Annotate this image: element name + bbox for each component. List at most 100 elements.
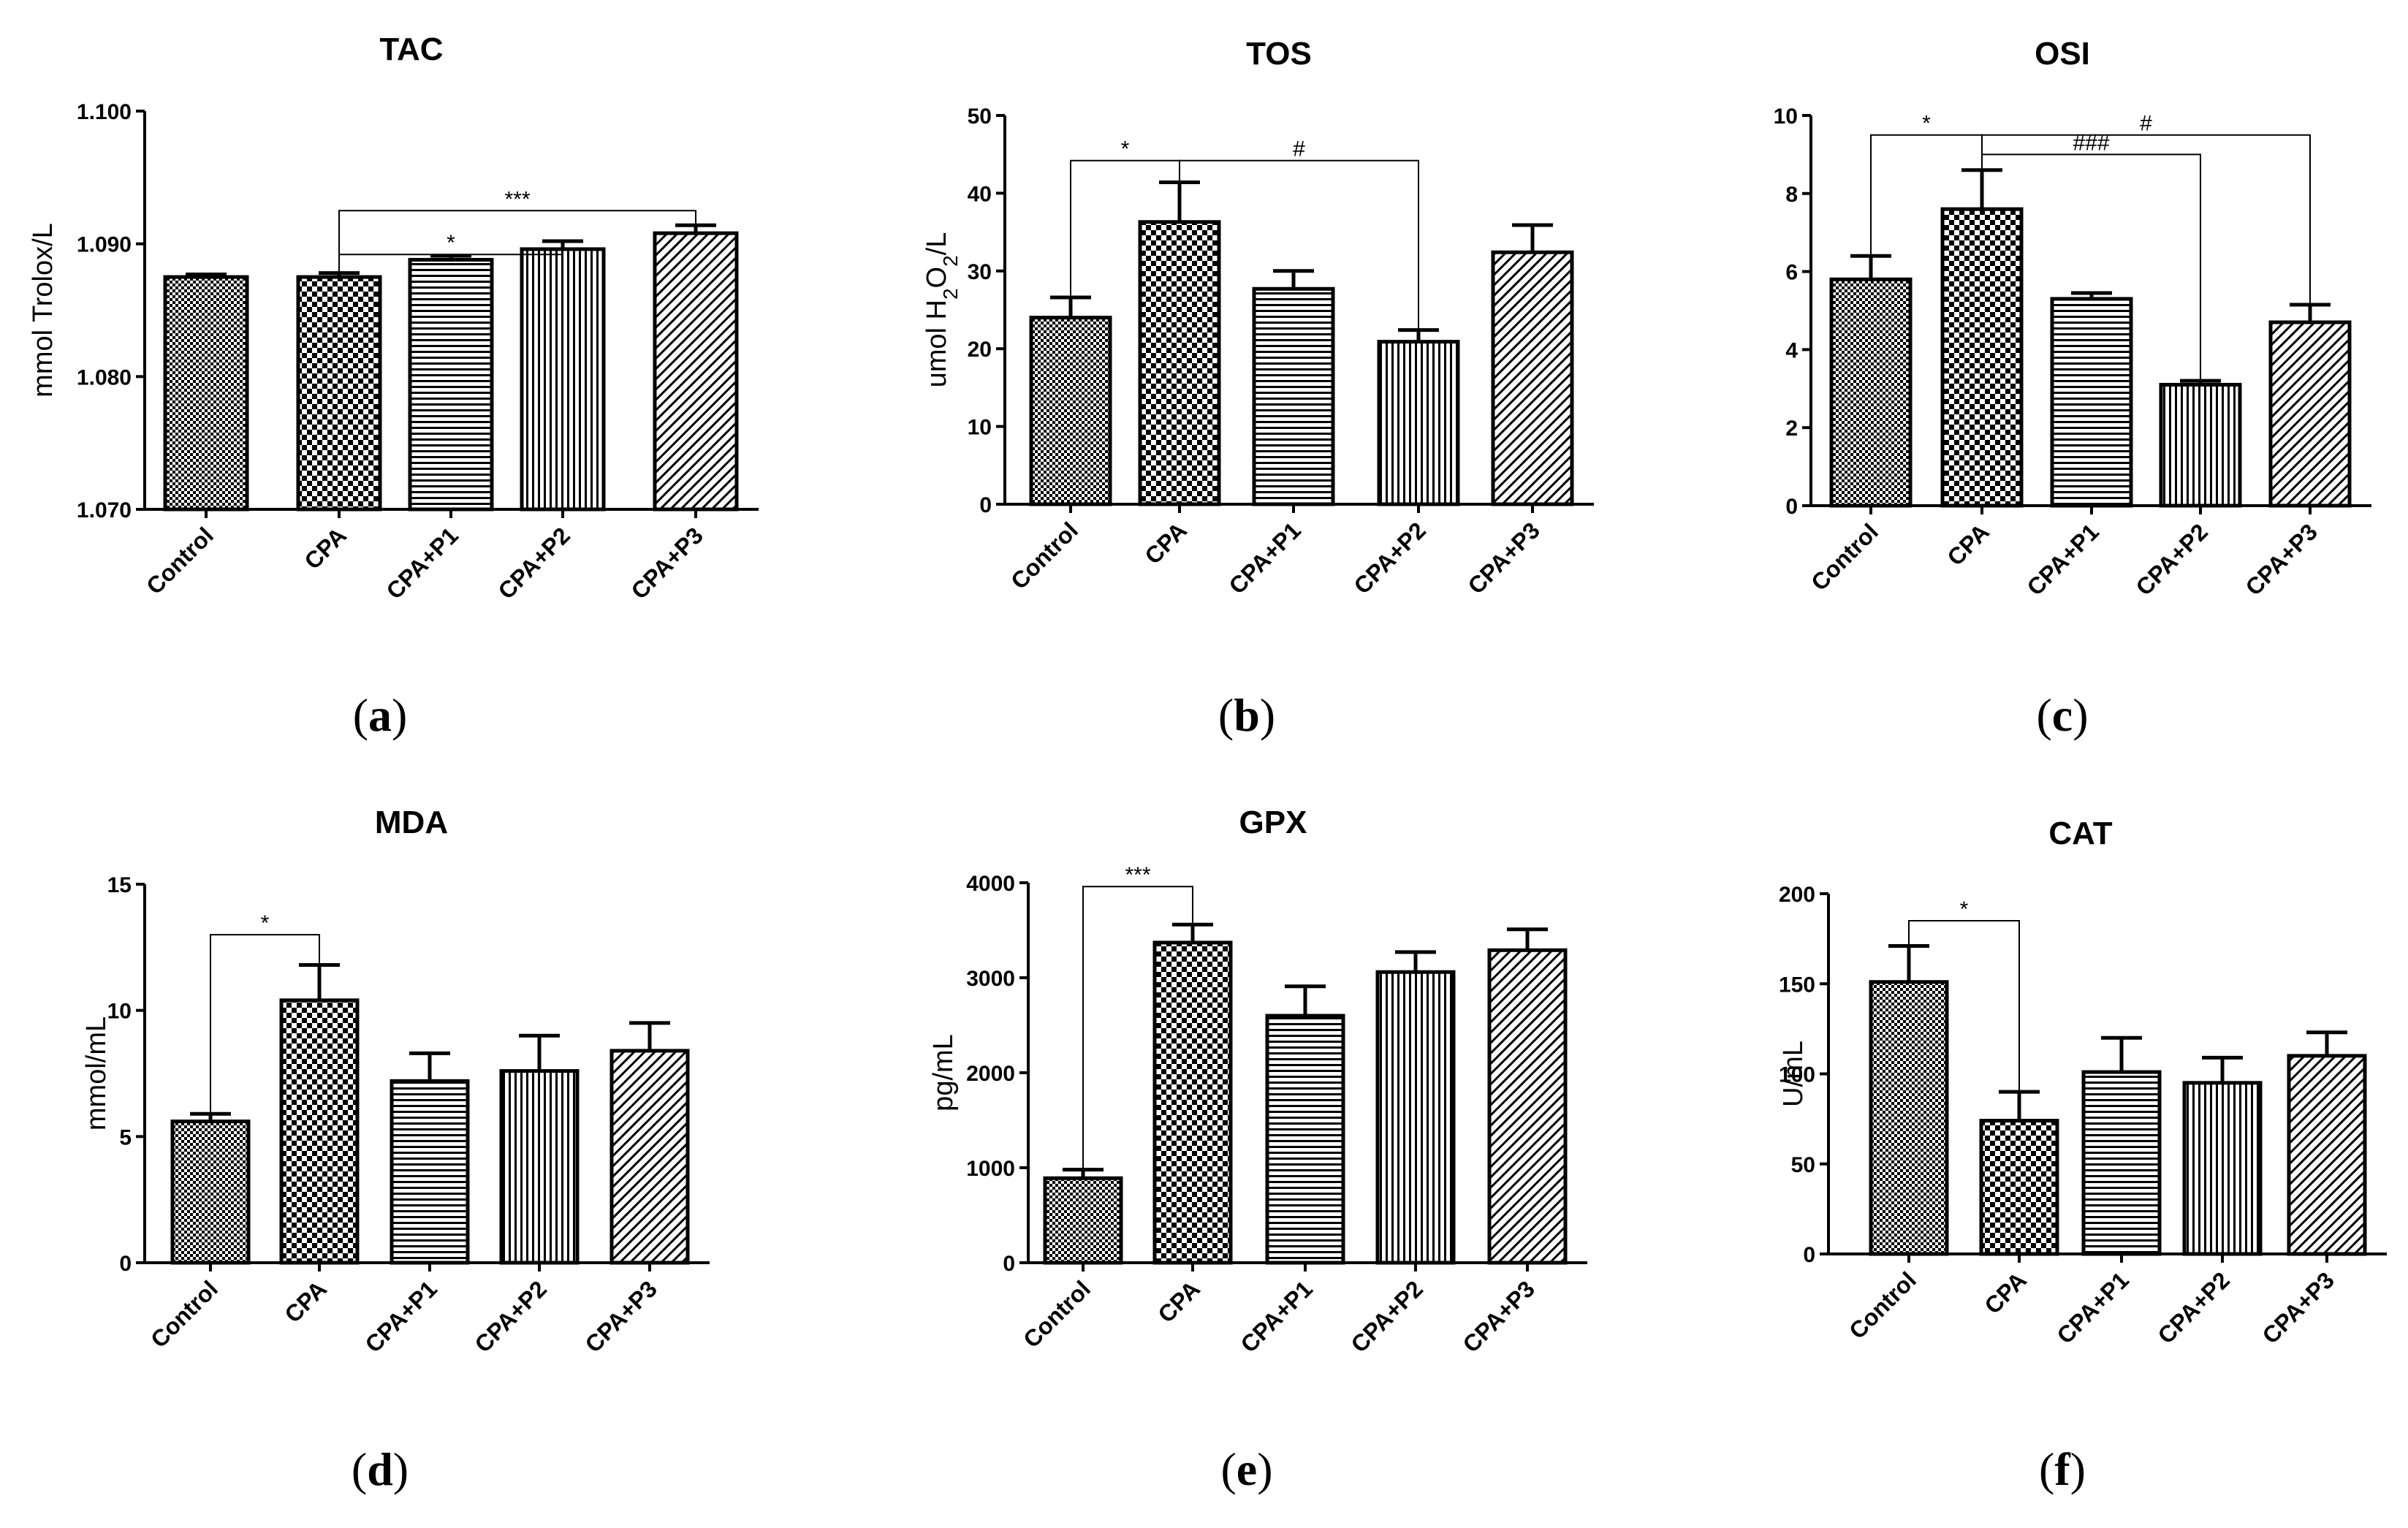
y-tick-label: 1.100	[77, 100, 132, 124]
bar-cpa-p3	[653, 231, 739, 512]
y-tick-label: 50	[968, 104, 992, 129]
x-tick-label: CPA+P1	[2022, 518, 2104, 600]
x-tick-label: CPA+P3	[2257, 1266, 2339, 1348]
bar-control	[1029, 316, 1112, 506]
panel-label-letter: b	[1234, 689, 1260, 741]
x-tick-label: Control	[1006, 517, 1083, 594]
bar-cpa-p2	[1375, 970, 1456, 1265]
chart-title-b: TOS	[1246, 36, 1312, 72]
x-tick-label: CPA	[1942, 518, 1994, 571]
panel-label-paren: (	[1220, 1443, 1236, 1495]
bar-cpa-p1	[408, 257, 494, 512]
panel-label-letter: c	[2052, 689, 2073, 741]
bar-cpa-p2	[520, 247, 606, 512]
bar-cpa-p3	[2287, 1054, 2367, 1256]
x-tick-label: CPA	[1979, 1266, 2032, 1319]
bar-cpa-p2	[2182, 1081, 2263, 1256]
bar-cpa-p3	[2268, 320, 2352, 508]
significance-label: *	[447, 231, 455, 255]
bar-cpa-p2	[499, 1069, 580, 1265]
x-tick-label: Control	[1018, 1275, 1095, 1353]
y-tick-label: 10	[107, 1000, 132, 1024]
x-tick-label: CPA+P1	[1236, 1275, 1318, 1357]
y-axis-label-part: O	[922, 267, 952, 289]
y-axis-label-e: pg/mL	[928, 1034, 959, 1111]
y-tick-label: 0	[119, 1252, 132, 1276]
x-tick-label: Control	[1844, 1266, 1921, 1344]
y-tick-label: 200	[1779, 883, 1815, 907]
significance-label: #	[1293, 137, 1305, 161]
bar-cpa	[1138, 220, 1221, 506]
y-tick-label: 1.090	[77, 233, 132, 257]
significance-label: ***	[504, 187, 530, 211]
y-tick-label: 2	[1785, 417, 1798, 441]
panel-label-paren: (	[2036, 689, 2051, 741]
panel-label-letter: a	[368, 689, 392, 741]
bar-control	[1043, 1176, 1123, 1265]
bar-cpa	[1940, 207, 2024, 508]
x-tick-label: CPA+P2	[2131, 518, 2213, 600]
y-axis-label-part: 2	[939, 255, 962, 267]
panel-label-paren: )	[393, 1443, 409, 1495]
chart-title-a: TAC	[379, 31, 443, 67]
x-tick-label: CPA	[299, 522, 352, 574]
chart-title-e: GPX	[1239, 805, 1307, 840]
bar-cpa-p2	[1377, 340, 1460, 506]
y-tick-label: 6	[1785, 261, 1798, 285]
y-tick-label: 10	[1774, 104, 1798, 129]
y-tick-label: 4000	[966, 872, 1015, 896]
significance-bracket	[210, 934, 320, 1114]
panel-label-paren: )	[1257, 1443, 1272, 1495]
significance-label: *	[261, 911, 270, 935]
y-tick-label: 8	[1785, 183, 1798, 207]
bar-cpa	[296, 275, 382, 512]
bar-cpa-p1	[2081, 1070, 2162, 1256]
significance-label: ***	[1125, 863, 1150, 887]
y-axis-label-b: umol H2O2/L	[922, 232, 962, 388]
y-tick-label: 100	[1779, 1063, 1815, 1087]
chart-title-c: OSI	[2035, 36, 2090, 72]
y-axis-label-part: /L	[922, 232, 952, 256]
significance-bracket	[1179, 159, 1419, 330]
y-tick-label: 0	[1803, 1243, 1815, 1267]
panel-label-d: (d)	[352, 1443, 409, 1495]
bar-cpa	[279, 998, 360, 1265]
bar-cpa-p1	[1265, 1014, 1345, 1265]
bar-control	[163, 275, 249, 512]
y-tick-label: 150	[1779, 973, 1815, 997]
panel-label-a: (a)	[353, 689, 408, 741]
y-axis-label-f: U/mL	[1778, 1041, 1809, 1107]
bar-cpa	[1152, 940, 1233, 1265]
chart-title-d: MDA	[375, 805, 448, 840]
bar-cpa-p1	[390, 1079, 470, 1265]
chart-title-f: CAT	[2048, 816, 2112, 851]
bar-cpa	[1979, 1119, 2059, 1256]
x-tick-label: Control	[145, 1275, 223, 1353]
x-tick-label: CPA+P3	[626, 522, 708, 604]
x-tick-label: CPA+P2	[1346, 1275, 1428, 1357]
x-tick-label: CPA+P1	[360, 1275, 442, 1357]
y-tick-label: 5	[119, 1125, 132, 1149]
y-tick-label: 0	[1003, 1252, 1015, 1276]
y-axis-label-part: 2	[939, 288, 962, 300]
x-tick-label: CPA+P2	[470, 1275, 552, 1357]
panel-label-paren: (	[353, 689, 368, 741]
x-tick-label: CPA+P1	[1224, 517, 1306, 598]
x-tick-label: CPA+P2	[493, 522, 575, 604]
bar-control	[170, 1120, 251, 1265]
y-tick-label: 1000	[966, 1157, 1015, 1181]
y-tick-label: 50	[1791, 1153, 1815, 1177]
significance-bracket	[1908, 919, 2020, 1092]
bar-cpa-p2	[2159, 382, 2242, 508]
significance-bracket	[338, 210, 696, 273]
panel-label-letter: d	[367, 1443, 393, 1495]
y-axis-label-part: umol H	[922, 300, 952, 387]
x-tick-label: CPA	[1152, 1275, 1205, 1328]
y-tick-label: 1.070	[77, 498, 132, 522]
x-tick-label: Control	[1806, 518, 1883, 596]
significance-label: *	[1121, 137, 1130, 161]
significance-label: *	[1960, 897, 1969, 921]
y-tick-label: 4	[1785, 338, 1798, 362]
x-tick-label: CPA	[279, 1275, 332, 1328]
